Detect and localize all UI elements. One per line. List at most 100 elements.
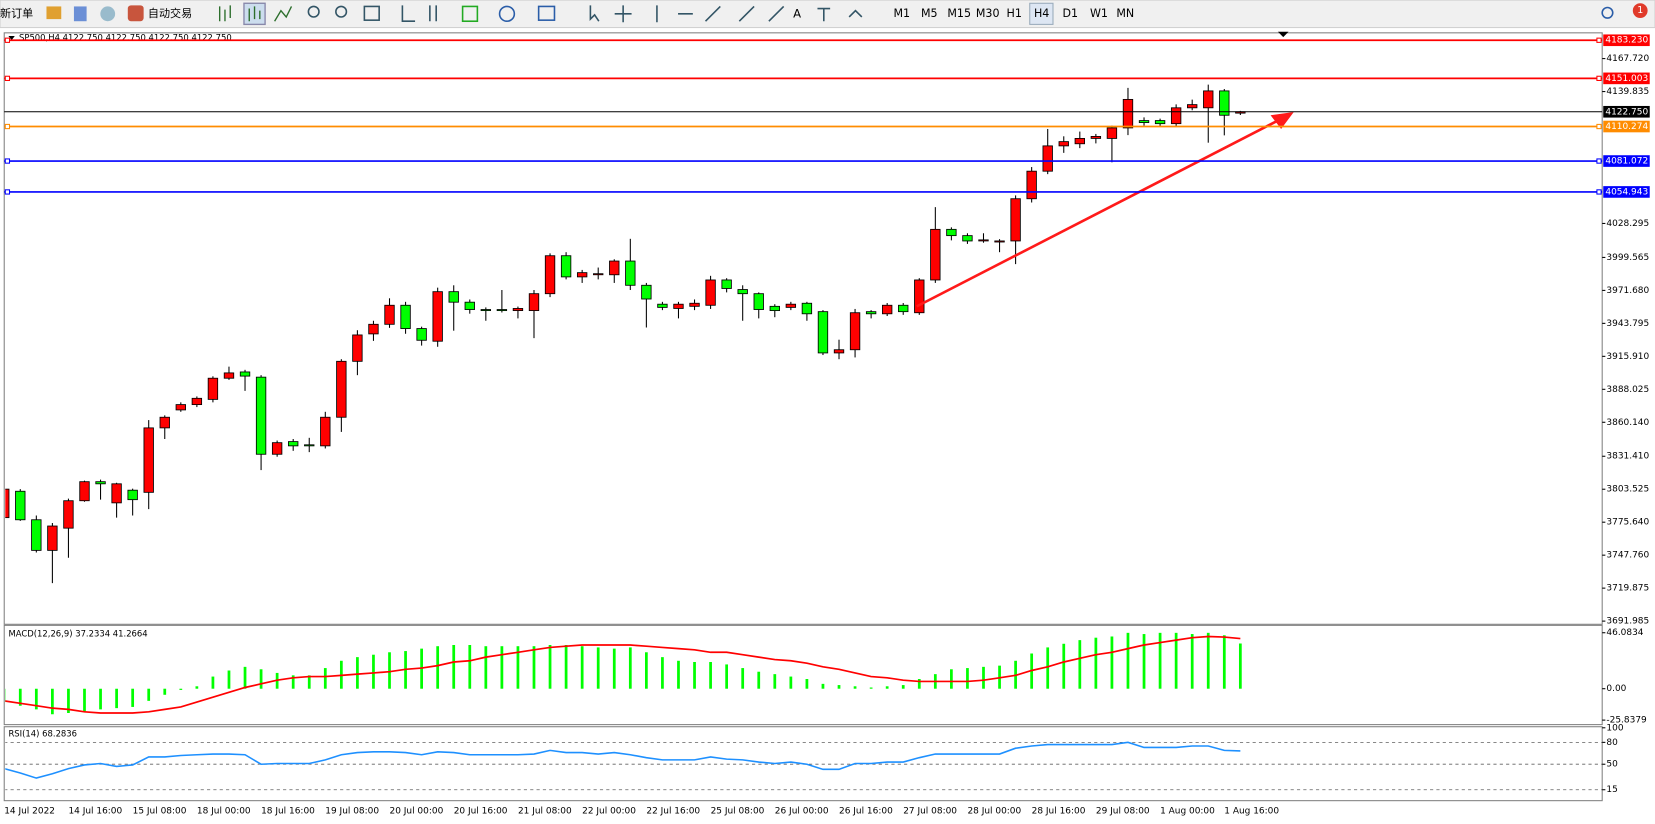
timeframe[interactable]: D1 — [1062, 7, 1078, 20]
candle-body — [994, 240, 1005, 243]
y-tick-label: 80 — [1606, 738, 1618, 748]
candle-body — [769, 305, 780, 312]
icon[interactable] — [73, 6, 87, 22]
icon[interactable] — [248, 6, 261, 22]
candle-body — [528, 293, 540, 312]
icon[interactable] — [218, 5, 231, 22]
level-handle — [1596, 75, 1602, 81]
icon[interactable] — [46, 6, 62, 20]
candle-body — [288, 441, 299, 447]
search-button[interactable] — [1601, 6, 1614, 19]
new-order-button[interactable]: 新订单 — [0, 6, 33, 20]
candle-body — [1138, 120, 1150, 124]
time-label: 22 Jul 16:00 — [646, 807, 700, 817]
candle-body — [207, 377, 219, 400]
candle-body — [271, 442, 283, 455]
auto-trading-icon[interactable] — [127, 5, 144, 22]
y-tick-label: 3719.875 — [1606, 584, 1649, 594]
level-label-bg — [1603, 105, 1650, 118]
rsi-line — [5, 741, 1241, 779]
candle-body — [817, 311, 829, 354]
icon[interactable] — [274, 6, 293, 22]
text-tool[interactable]: A — [793, 6, 801, 20]
candle-body — [978, 239, 989, 242]
macd-signal — [5, 635, 1241, 714]
candle-body — [1219, 90, 1230, 116]
auto-trading-button[interactable]: 自动交易 — [148, 6, 192, 20]
y-tick-label: 3971.680 — [1606, 286, 1649, 296]
icon[interactable] — [817, 7, 831, 22]
timeframe[interactable]: M15 — [947, 7, 971, 20]
macd-title: MACD(12,26,9) 37.2334 41.2664 — [8, 628, 147, 638]
candle-body — [239, 371, 251, 377]
time-label: 26 Jul 00:00 — [775, 807, 829, 817]
time-label: 19 Jul 08:00 — [325, 807, 379, 817]
icon[interactable] — [100, 6, 116, 22]
y-tick-label: 3915.910 — [1606, 352, 1649, 362]
candle-body — [1042, 145, 1053, 172]
trend-arrow[interactable] — [916, 118, 1281, 308]
candle-body — [416, 328, 427, 341]
timeframe[interactable]: H4 — [1034, 7, 1049, 20]
icon[interactable] — [401, 5, 437, 23]
candle-body — [1187, 104, 1198, 109]
candle-body — [898, 304, 909, 313]
candle-body — [63, 500, 74, 529]
candle-body — [1170, 107, 1182, 125]
time-label: 28 Jul 16:00 — [1032, 807, 1086, 817]
title-marker — [8, 36, 15, 41]
alert-count[interactable]: 1 — [1637, 5, 1643, 16]
zoom-out[interactable] — [335, 5, 348, 18]
zoom-in[interactable] — [307, 5, 320, 18]
level-handle — [1596, 158, 1602, 164]
toolbar-bg — [0, 0, 1655, 29]
candle-body — [143, 427, 154, 493]
timeframe[interactable]: M1 — [894, 7, 911, 20]
level-handle — [4, 75, 11, 81]
candle-body — [560, 255, 572, 278]
candle-body — [368, 323, 379, 335]
tile[interactable] — [363, 5, 380, 21]
timeframe[interactable]: M30 — [976, 7, 1000, 20]
candle-body — [5, 488, 10, 519]
timeframe[interactable]: H1 — [1007, 7, 1022, 20]
level-label-bg — [1603, 34, 1650, 47]
candle-body — [930, 228, 941, 281]
timeframe[interactable]: M5 — [921, 7, 938, 20]
icon[interactable] — [498, 5, 516, 23]
timeframe[interactable]: MN — [1116, 7, 1134, 20]
candle-body — [801, 302, 813, 315]
icon[interactable] — [461, 5, 479, 23]
candle-body — [785, 303, 797, 308]
timeframe[interactable]: W1 — [1090, 7, 1108, 20]
candle-body — [1074, 138, 1085, 145]
level-handle — [1596, 189, 1602, 195]
candle-body — [15, 490, 26, 521]
candle-body — [705, 279, 716, 306]
candle-body — [496, 309, 508, 312]
alert-badge[interactable] — [1632, 3, 1648, 19]
candle-body — [31, 519, 42, 551]
icon[interactable] — [848, 9, 863, 18]
level-label: 4151.003 — [1605, 74, 1648, 84]
y-tick-label: 3888.025 — [1606, 385, 1649, 395]
time-label: 22 Jul 00:00 — [582, 807, 636, 817]
level-handle — [1596, 37, 1602, 43]
candle-body — [400, 304, 411, 329]
candle-body — [833, 349, 845, 354]
candle-body — [159, 416, 170, 429]
candle-body — [352, 334, 363, 362]
icon[interactable] — [537, 5, 556, 21]
candle-body — [689, 302, 700, 307]
y-tick-label: 3860.140 — [1606, 418, 1649, 428]
drawing-tools[interactable] — [589, 5, 785, 23]
time-label: 1 Aug 00:00 — [1160, 807, 1215, 817]
candle-body — [512, 308, 524, 312]
candle-body — [255, 376, 267, 455]
arrow-head — [1270, 112, 1294, 129]
candle-body — [336, 360, 347, 418]
level-label-bg — [1603, 72, 1650, 85]
candle-body — [593, 273, 604, 276]
